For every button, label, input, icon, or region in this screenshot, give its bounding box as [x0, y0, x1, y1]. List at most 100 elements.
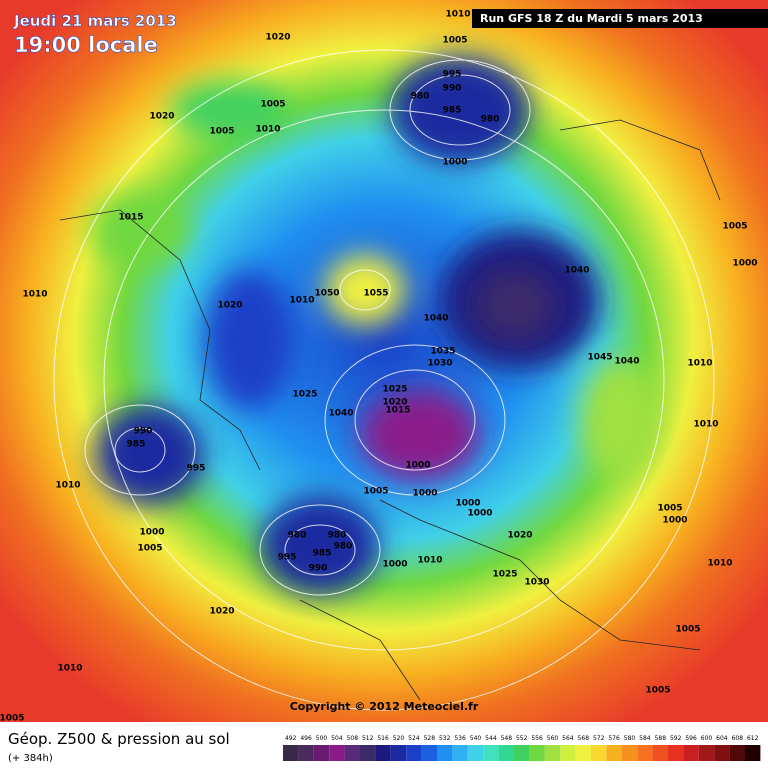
colorbar-swatch [683, 745, 699, 761]
colorbar-swatch [514, 745, 530, 761]
isobar-label: 1000 [405, 461, 430, 471]
isobar-label: 1025 [292, 390, 317, 400]
isobar-label: 1000 [442, 158, 467, 168]
isobar-label: 980 [334, 542, 353, 552]
isobar-label: 1005 [137, 544, 162, 554]
colorbar-label: 536 [454, 735, 466, 742]
colorbar-swatch [745, 745, 761, 761]
isobar-label: 1000 [412, 489, 437, 499]
isobar-label: 985 [127, 440, 146, 450]
colorbar-label: 572 [593, 735, 605, 742]
isobar-label: 1015 [118, 213, 143, 223]
colorbar-swatch [529, 745, 545, 761]
isobar-label: 1055 [363, 289, 388, 299]
isobar-label: 1040 [614, 357, 639, 367]
isobar-label: 980 [481, 115, 500, 125]
isobar-label: 1020 [507, 531, 532, 541]
colorbar-label: 588 [655, 735, 667, 742]
isobar-label: 1030 [524, 578, 549, 588]
colorbar-swatch [375, 745, 391, 761]
isobar-label: 1010 [445, 10, 470, 20]
isobar-label: 1045 [587, 353, 612, 363]
colorbar-swatch [560, 745, 576, 761]
isobar-label: 985 [313, 549, 332, 559]
isobar-label: 1010 [57, 664, 82, 674]
colorbar-swatch [652, 745, 668, 761]
isobar-label: 995 [443, 70, 462, 80]
colorbar-label: 504 [331, 735, 343, 742]
isobar-label: 1000 [732, 259, 757, 269]
isobar-label: 1020 [382, 398, 407, 408]
isobar-label: 1010 [55, 481, 80, 491]
colorbar-swatch [283, 745, 299, 761]
colorbar-swatch [437, 745, 453, 761]
colorbar-label: 608 [732, 735, 744, 742]
isobar-label: 1005 [442, 36, 467, 46]
isobar-label: 1040 [328, 409, 353, 419]
colorbar-swatch [467, 745, 484, 761]
colorbar-label: 596 [685, 735, 697, 742]
colorbar-label: 604 [716, 735, 728, 742]
colorbar-label: 600 [701, 735, 713, 742]
colorbar-swatch [390, 745, 407, 761]
footer-lead: (+ 384h) [8, 753, 53, 764]
isobar-label: 1040 [423, 314, 448, 324]
copyright: Copyright © 2012 Meteociel.fr [290, 700, 479, 713]
colorbar-label: 612 [747, 735, 759, 742]
colorbar-label: 580 [624, 735, 636, 742]
colorbar-swatch [483, 745, 499, 761]
height-field [90, 55, 660, 595]
footer-title: Géop. Z500 & pression au sol [8, 730, 230, 748]
isobar-label: 1005 [722, 222, 747, 232]
colorbar-label: 556 [531, 735, 543, 742]
isobar-label: 1020 [209, 607, 234, 617]
isobar-label: 1010 [707, 559, 732, 569]
coastlines [59, 119, 721, 701]
colorbar-label: 592 [670, 735, 682, 742]
isobar-label: 980 [411, 92, 430, 102]
colorbar-swatch [591, 745, 607, 761]
colorbar-swatch [421, 745, 437, 761]
colorbar-swatch [544, 745, 561, 761]
isobar-label: 1025 [492, 570, 517, 580]
isobar-label: 1005 [657, 504, 682, 514]
colorbar-label: 500 [316, 735, 328, 742]
isobar-label: 1010 [255, 125, 280, 135]
isobar-label: 985 [443, 106, 462, 116]
isobar-label: 1005 [645, 686, 670, 696]
isobar-label: 1040 [564, 266, 589, 276]
colorbar-label: 552 [516, 735, 528, 742]
isobar-label: 1005 [675, 625, 700, 635]
colorbar-swatch [698, 745, 715, 761]
colorbar-swatch [714, 745, 730, 761]
colorbar-label: 564 [562, 735, 574, 742]
isobar-label: 1010 [417, 556, 442, 566]
colorbar-label: 512 [362, 735, 374, 742]
isobar-label: 1000 [139, 528, 164, 538]
isobar-label: 995 [278, 553, 297, 563]
colorbar-label: 516 [377, 735, 389, 742]
colorbar-label: 548 [501, 735, 513, 742]
isobar-label: 1005 [0, 714, 25, 724]
colorbar-label: 576 [608, 735, 620, 742]
isobar-label: 990 [309, 564, 328, 574]
colorbar-swatch [575, 745, 591, 761]
colorbar-label: 568 [578, 735, 590, 742]
colorbar-swatch [668, 745, 684, 761]
run-banner [472, 9, 768, 28]
isobar-label: 990 [134, 427, 153, 437]
colorbar-label: 528 [424, 735, 436, 742]
isobar-label: 1010 [289, 296, 314, 306]
colorbar: 492 496 500 504 508 512 516 520 524 528 532 536 540 5… [283, 735, 761, 761]
colorbar-label: 584 [639, 735, 651, 742]
isobar-label: 1005 [209, 127, 234, 137]
colorbar-swatch [329, 745, 345, 761]
colorbar-label: 544 [485, 735, 497, 742]
isobar-label: 980 [328, 531, 347, 541]
time-label: 19:00 locale [14, 33, 158, 57]
colorbar-label: 560 [547, 735, 559, 742]
isobar-label: 1050 [314, 289, 339, 299]
